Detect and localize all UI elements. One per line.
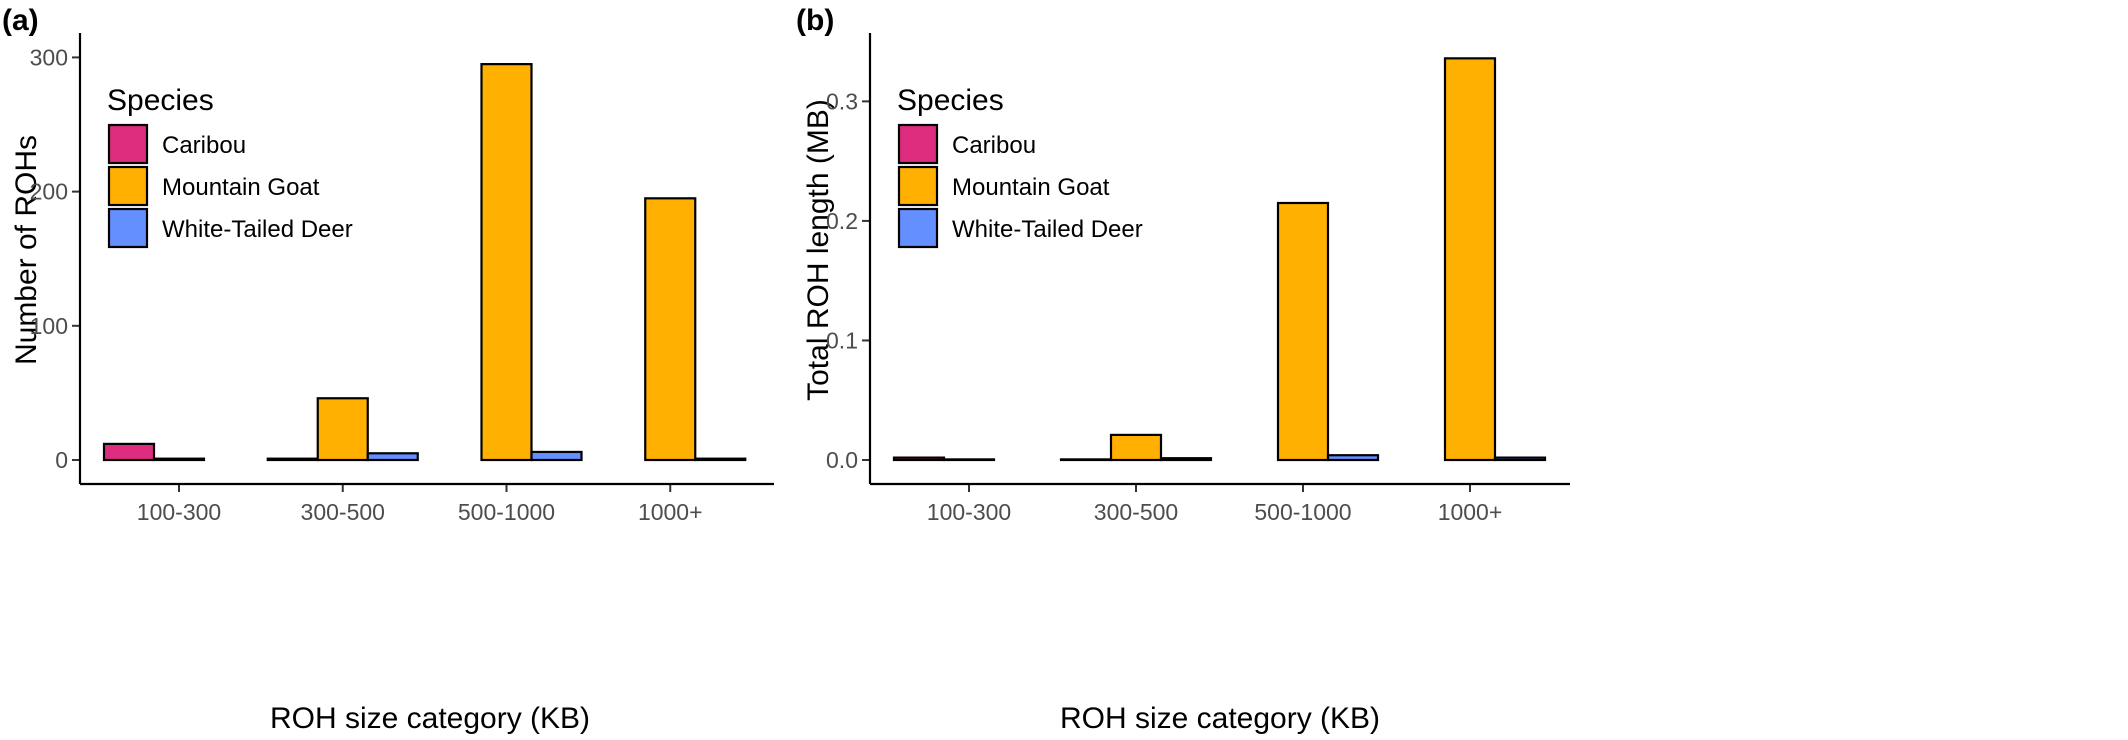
- x-tick-label: 500-1000: [458, 499, 555, 525]
- bar-white-tailed-deer: [1493, 456, 1547, 462]
- legend-label: White-Tailed Deer: [952, 216, 1143, 243]
- legend-label: Mountain Goat: [952, 174, 1110, 201]
- bar-mountain-goat: [1443, 57, 1497, 462]
- legend-swatch: [897, 123, 939, 165]
- bars: [102, 63, 747, 462]
- x-ticks: 100-300 300-500 500-1000 1000+: [137, 484, 703, 525]
- legend-label: White-Tailed Deer: [162, 216, 353, 243]
- y-tick-label: 0: [55, 447, 68, 473]
- x-tick-label: 100-300: [137, 499, 221, 525]
- bar-white-tailed-deer: [530, 450, 583, 462]
- bar-white-tailed-deer: [1159, 457, 1213, 462]
- x-tick-label: 300-500: [1094, 499, 1178, 525]
- legend-swatch: [107, 165, 149, 207]
- x-tick-label: 1000+: [638, 499, 703, 525]
- legend-swatch: [897, 207, 939, 249]
- y-tick-label: 200: [30, 179, 68, 205]
- y-tick-label: 0.0: [826, 447, 858, 473]
- panel-tag: (b): [796, 4, 834, 37]
- bars: [892, 57, 1547, 462]
- bar-mountain-goat: [942, 458, 996, 462]
- legend-title: Species: [107, 84, 214, 117]
- bar-caribou: [266, 457, 319, 462]
- legend: Species Caribou Mountain Goat White-Tailed…: [897, 84, 1143, 249]
- bar-caribou: [1059, 458, 1113, 462]
- x-tick-label: 1000+: [1438, 499, 1503, 525]
- y-axis-title: Number of ROHs: [10, 135, 43, 365]
- y-tick-label: 0.3: [826, 88, 858, 114]
- bar-mountain-goat: [1109, 433, 1163, 462]
- legend-label: Caribou: [952, 132, 1036, 159]
- y-tick-label: 0.2: [826, 208, 858, 234]
- legend-swatch: [107, 123, 149, 165]
- legend: Species Caribou Mountain Goat White-Tailed…: [107, 84, 353, 249]
- legend-swatch: [897, 165, 939, 207]
- panel-tag: (a): [2, 4, 39, 37]
- bar-caribou: [892, 456, 946, 462]
- legend-swatch: [107, 207, 149, 249]
- bar-mountain-goat: [644, 197, 697, 462]
- y-tick-label: 100: [30, 313, 68, 339]
- panel-a: (a) Number of ROHs ROH size category (KB…: [2, 4, 774, 735]
- bar-mountain-goat: [1276, 201, 1330, 462]
- x-tick-label: 100-300: [927, 499, 1011, 525]
- bar-mountain-goat: [480, 63, 533, 462]
- y-tick-label: 300: [30, 44, 68, 70]
- legend-items: Caribou Mountain Goat White-Tailed Deer: [897, 123, 1143, 249]
- x-ticks: 100-300 300-500 500-1000 1000+: [927, 484, 1503, 525]
- x-tick-label: 500-1000: [1254, 499, 1351, 525]
- x-axis-title: ROH size category (KB): [270, 702, 590, 735]
- legend-label: Caribou: [162, 132, 246, 159]
- panel-b: (b) Total ROH length (MB) ROH size categ…: [796, 4, 1570, 735]
- x-tick-label: 300-500: [301, 499, 385, 525]
- y-axis-title: Total ROH length (MB): [802, 99, 835, 401]
- legend-label: Mountain Goat: [162, 174, 320, 201]
- legend-title: Species: [897, 84, 1004, 117]
- y-ticks: 0.0 0.1 0.2 0.3: [826, 88, 870, 473]
- bar-caribou: [102, 442, 156, 462]
- bar-mountain-goat: [152, 457, 206, 462]
- y-tick-label: 0.1: [826, 327, 858, 353]
- y-ticks: 0 100 200 300: [30, 44, 80, 473]
- bar-mountain-goat: [316, 397, 369, 462]
- x-axis-title: ROH size category (KB): [1060, 702, 1380, 735]
- bar-white-tailed-deer: [694, 457, 747, 462]
- bar-white-tailed-deer: [1326, 454, 1380, 462]
- legend-items: Caribou Mountain Goat White-Tailed Deer: [107, 123, 353, 249]
- bar-white-tailed-deer: [366, 452, 419, 462]
